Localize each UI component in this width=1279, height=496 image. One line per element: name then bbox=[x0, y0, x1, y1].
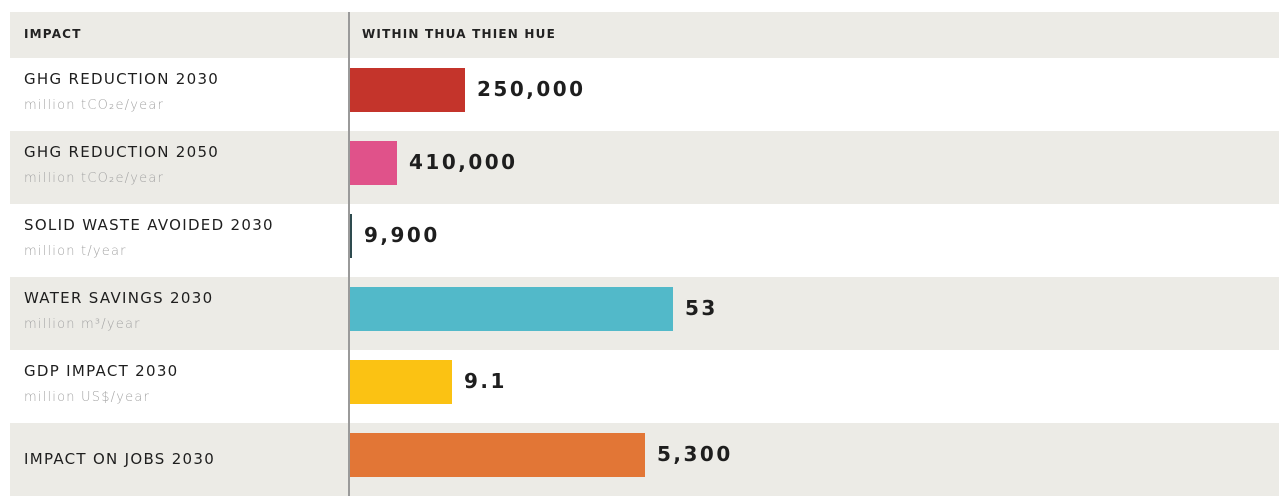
row-label: GHG REDUCTION 2050 bbox=[24, 143, 220, 161]
row-unit: million tCO₂e/year bbox=[24, 171, 165, 186]
header-row: IMPACT WITHIN THUA THIEN HUE bbox=[10, 12, 1279, 58]
row-label: IMPACT ON JOBS 2030 bbox=[24, 450, 216, 468]
bar bbox=[349, 360, 452, 404]
header-cell: WITHIN THUA THIEN HUE bbox=[362, 27, 556, 41]
row-unit: million t/year bbox=[24, 244, 127, 259]
row-value: 9.1 bbox=[464, 369, 507, 393]
row-value: 410,000 bbox=[409, 150, 518, 174]
row-value: 53 bbox=[685, 296, 718, 320]
row-value: 9,900 bbox=[364, 223, 440, 247]
row-unit: million tCO₂e/year bbox=[24, 98, 165, 113]
table-row: IMPACT ON JOBS 2030 5,300 bbox=[10, 423, 1279, 496]
table-row: WATER SAVINGS 2030 million m³/year 53 bbox=[10, 277, 1279, 350]
divider bbox=[348, 12, 350, 496]
table-row: SOLID WASTE AVOIDED 2030 million t/year 9,… bbox=[10, 204, 1279, 277]
bar bbox=[349, 141, 397, 185]
bar bbox=[349, 433, 645, 477]
header-cell: IMPACT bbox=[24, 27, 82, 41]
row-value: 250,000 bbox=[477, 77, 586, 101]
bar bbox=[349, 287, 673, 331]
row-label: GDP IMPACT 2030 bbox=[24, 362, 179, 380]
bar bbox=[349, 214, 352, 258]
table-row: GHG REDUCTION 2050 million tCO₂e/year 410,… bbox=[10, 131, 1279, 204]
row-unit: million US$/year bbox=[24, 390, 151, 405]
table-row: GDP IMPACT 2030 million US$/year 9.1 bbox=[10, 350, 1279, 423]
table-row: GHG REDUCTION 2030 million tCO₂e/year 250,… bbox=[10, 58, 1279, 131]
row-label: WATER SAVINGS 2030 bbox=[24, 289, 214, 307]
row-value: 5,300 bbox=[657, 442, 733, 466]
bar bbox=[349, 68, 465, 112]
row-label: SOLID WASTE AVOIDED 2030 bbox=[24, 216, 274, 234]
row-label: GHG REDUCTION 2030 bbox=[24, 70, 220, 88]
row-unit: million m³/year bbox=[24, 317, 141, 332]
